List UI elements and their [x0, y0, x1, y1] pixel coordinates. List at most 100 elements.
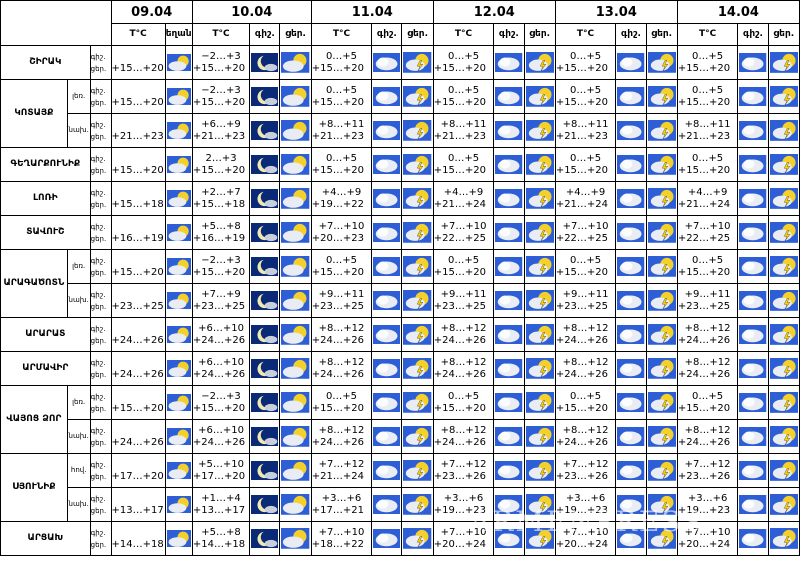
region-name: ՏԱՎՈՒՇ: [0, 215, 91, 250]
day-weather-icon: [279, 181, 312, 216]
day-weather-icon: [767, 147, 800, 182]
night-weather-icon: [493, 147, 525, 182]
day-weather-icon: [767, 351, 800, 386]
zone-label: հով.: [66, 453, 91, 488]
night-weather-icon: [249, 45, 281, 80]
day-weather-icon: [401, 79, 434, 114]
day-weather-icon: [523, 419, 556, 454]
night-weather-icon: [493, 419, 525, 454]
temp-cell: +8…+12 +24…+26: [432, 351, 495, 386]
temp-cell: +7…+9 +23…+25: [191, 283, 251, 318]
temp-cell: −2…+3 +15…+20: [191, 249, 251, 284]
day-weather-icon: [645, 45, 678, 80]
day-weather-icon: [767, 521, 800, 556]
night-weather-icon: [493, 385, 525, 420]
temp-cell: +8…+12 +24…+26: [310, 317, 373, 352]
col-temp-label: T°C: [310, 23, 373, 46]
daypart-label: գիշ. ցեր.: [89, 147, 112, 182]
night-weather-icon: [371, 385, 403, 420]
temp-cell: +8…+11 +21…+23: [432, 113, 495, 148]
day-weather-icon: [523, 317, 556, 352]
night-weather-icon: [737, 351, 769, 386]
weather-icon: [164, 79, 193, 114]
temp-cell: 0…+5 +15…+20: [432, 147, 495, 182]
day-weather-icon: [767, 181, 800, 216]
weather-icon: [164, 147, 193, 182]
night-weather-icon: [249, 181, 281, 216]
col-temp-label: T°C: [554, 23, 617, 46]
night-weather-icon: [371, 521, 403, 556]
corner-cell: [0, 0, 112, 46]
night-weather-icon: [737, 215, 769, 250]
night-weather-icon: [737, 521, 769, 556]
weather-icon: [164, 181, 193, 216]
day-weather-icon: [645, 385, 678, 420]
night-weather-icon: [249, 283, 281, 318]
night-weather-icon: [371, 181, 403, 216]
temp-cell: 0…+5 +15…+20: [432, 45, 495, 80]
night-weather-icon: [371, 351, 403, 386]
temp-cell: +7…+12 +23…+26: [554, 453, 617, 488]
temp-cell: +3…+6 +19…+23: [432, 487, 495, 522]
day-weather-icon: [279, 113, 312, 148]
table-row: ԱՐԱԳԱԾՈՏՆ լեռ. գիշ. ցեր. +15…+20 −2…+3 +15…+2…: [0, 249, 800, 318]
daypart-label: գիշ. ցեր.: [89, 351, 112, 386]
daypart-label: գիշ. ցեր.: [89, 385, 112, 420]
day-weather-icon: [523, 147, 556, 182]
day-weather-icon: [523, 215, 556, 250]
day-weather-icon: [645, 419, 678, 454]
zone-label: լեռ.: [66, 79, 91, 114]
daypart-label: գիշ. ցեր.: [89, 283, 112, 318]
temp-cell: 0…+5 +15…+20: [554, 79, 617, 114]
temp-cell: −2…+3 +15…+20: [191, 45, 251, 80]
day-weather-icon: [645, 317, 678, 352]
temp-cell: 0…+5 +15…+20: [554, 147, 617, 182]
day-weather-icon: [645, 147, 678, 182]
night-weather-icon: [493, 45, 525, 80]
temp-cell: +4…+9 +21…+24: [676, 181, 739, 216]
daypart-label: գիշ. ցեր.: [89, 521, 112, 556]
night-weather-icon: [371, 215, 403, 250]
temp-cell: +15…+20: [110, 249, 166, 284]
region-name: ՇԻՐԱԿ: [0, 45, 91, 80]
night-weather-icon: [249, 453, 281, 488]
day-weather-icon: [279, 249, 312, 284]
day-weather-icon: [279, 521, 312, 556]
weather-icon: [164, 453, 193, 488]
weather-icon: [164, 521, 193, 556]
day-weather-icon: [645, 79, 678, 114]
day-weather-icon: [767, 249, 800, 284]
night-weather-icon: [371, 249, 403, 284]
temp-cell: 0…+5 +15…+20: [310, 249, 373, 284]
night-weather-icon: [249, 487, 281, 522]
day-weather-icon: [523, 79, 556, 114]
temp-cell: +9…+11 +23…+25: [554, 283, 617, 318]
col-weather-label: եղանակը: [164, 23, 193, 46]
night-weather-icon: [737, 419, 769, 454]
night-weather-icon: [615, 283, 647, 318]
temp-cell: 0…+5 +15…+20: [676, 79, 739, 114]
day-weather-icon: [523, 487, 556, 522]
day-weather-icon: [767, 419, 800, 454]
day-weather-icon: [767, 113, 800, 148]
region-name: ԿՈՏԱՅՔ: [0, 79, 68, 148]
table-row: ԱՐՑԱԽ գիշ. ցեր. +14…+18 +5…+8 +14…+18 +7…+10 +…: [0, 521, 800, 556]
temp-cell: +15…+20: [110, 45, 166, 80]
temp-cell: 0…+5 +15…+20: [676, 385, 739, 420]
night-weather-icon: [615, 385, 647, 420]
daypart-label: գիշ. ցեր.: [89, 79, 112, 114]
night-weather-icon: [493, 249, 525, 284]
night-weather-icon: [493, 453, 525, 488]
temp-cell: +5…+10 +17…+20: [191, 453, 251, 488]
weather-icon: [164, 487, 193, 522]
temp-cell: 0…+5 +15…+20: [310, 45, 373, 80]
night-weather-icon: [371, 79, 403, 114]
night-weather-icon: [493, 521, 525, 556]
temp-cell: +6…+9 +21…+23: [191, 113, 251, 148]
day-weather-icon: [279, 283, 312, 318]
night-weather-icon: [371, 453, 403, 488]
day-weather-icon: [279, 317, 312, 352]
night-weather-icon: [615, 249, 647, 284]
daypart-label: գիշ. ցեր.: [89, 249, 112, 284]
col-day-label: ցեր.: [523, 23, 556, 46]
